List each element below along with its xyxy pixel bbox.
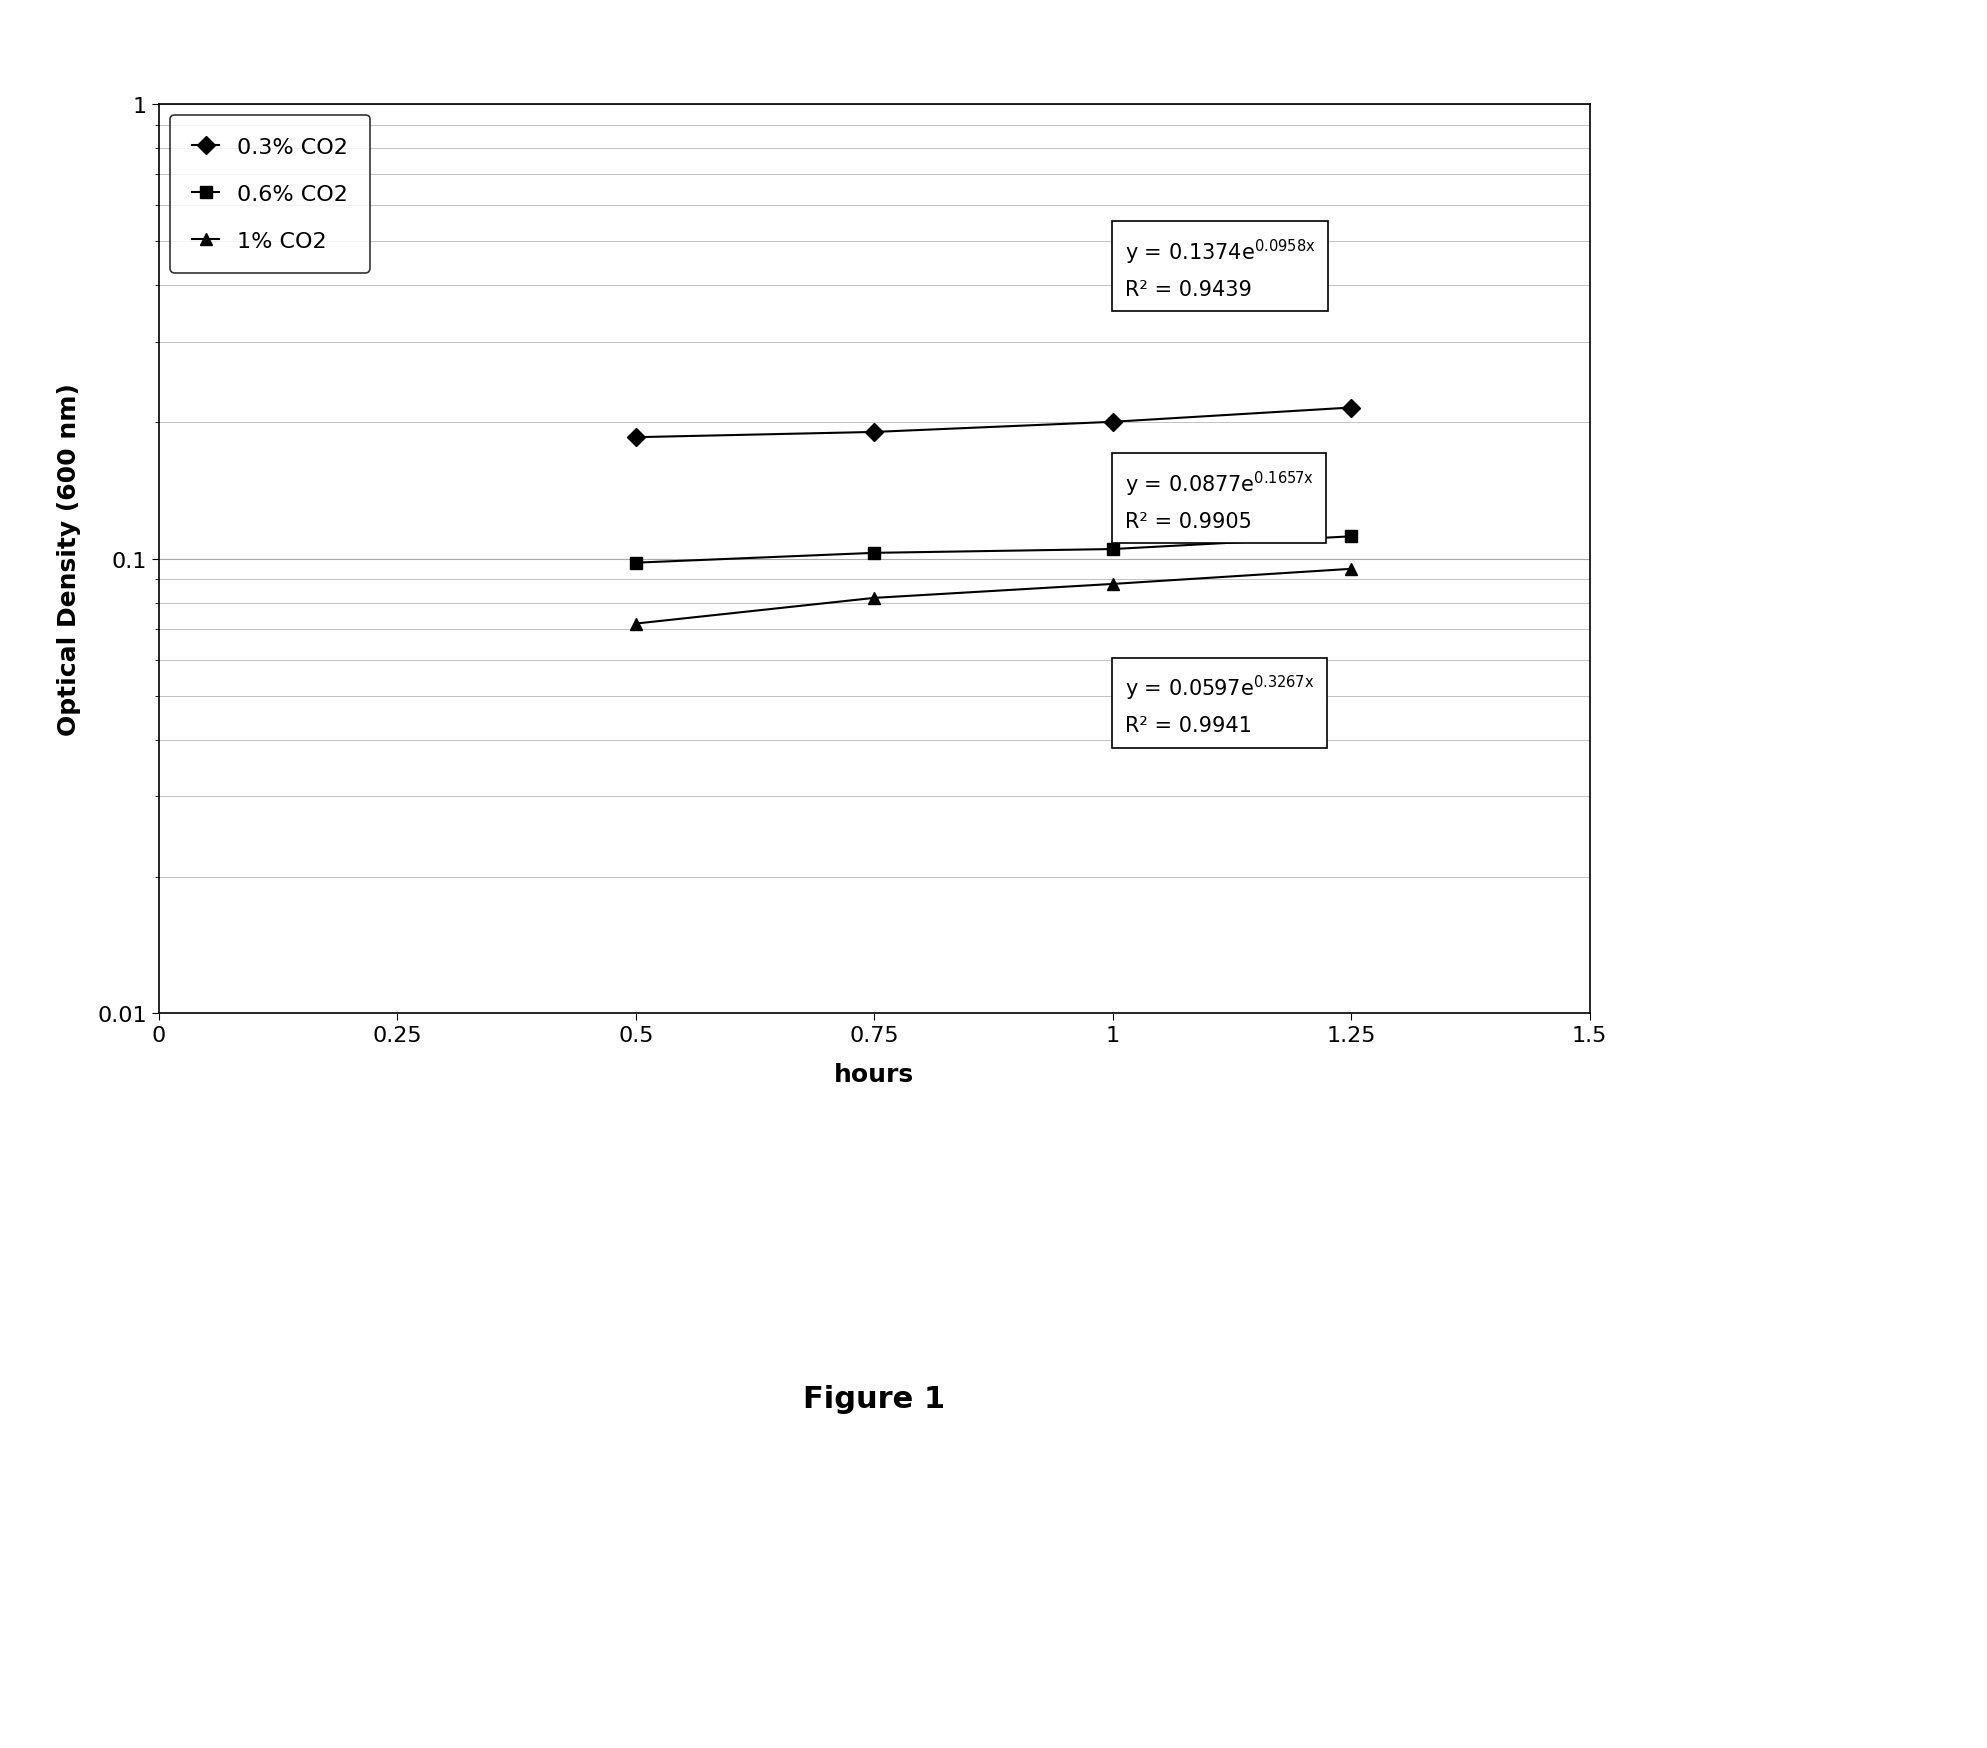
Text: Figure 1: Figure 1	[803, 1384, 946, 1412]
0.6% CO2	[1339, 526, 1363, 547]
Text: y = 0.1374e$^{\mathregular{0.0958x}}$
R² = 0.9439: y = 0.1374e$^{\mathregular{0.0958x}}$ R²…	[1125, 238, 1315, 299]
1% CO2	[1101, 573, 1125, 594]
X-axis label: hours: hours	[835, 1063, 914, 1086]
Legend: 0.3% CO2, 0.6% CO2, 1% CO2: 0.3% CO2, 0.6% CO2, 1% CO2	[171, 115, 370, 274]
1% CO2	[862, 587, 886, 608]
0.6% CO2	[624, 552, 648, 573]
1% CO2	[1339, 559, 1363, 580]
0.3% CO2	[1339, 399, 1363, 420]
0.6% CO2	[862, 544, 886, 565]
Text: y = 0.0597e$^{\mathregular{0.3267x}}$
R² = 0.9941: y = 0.0597e$^{\mathregular{0.3267x}}$ R²…	[1125, 673, 1313, 736]
1% CO2	[624, 614, 648, 635]
0.3% CO2	[624, 428, 648, 449]
Line: 1% CO2: 1% CO2	[630, 563, 1357, 631]
0.3% CO2	[1101, 413, 1125, 434]
Y-axis label: Optical Density (600 nm): Optical Density (600 nm)	[58, 383, 81, 736]
0.6% CO2	[1101, 538, 1125, 559]
Text: y = 0.0877e$^{\mathregular{0.1657x}}$
R² = 0.9905: y = 0.0877e$^{\mathregular{0.1657x}}$ R²…	[1125, 468, 1313, 531]
Line: 0.6% CO2: 0.6% CO2	[630, 531, 1357, 570]
0.3% CO2	[862, 423, 886, 444]
Line: 0.3% CO2: 0.3% CO2	[630, 402, 1357, 444]
